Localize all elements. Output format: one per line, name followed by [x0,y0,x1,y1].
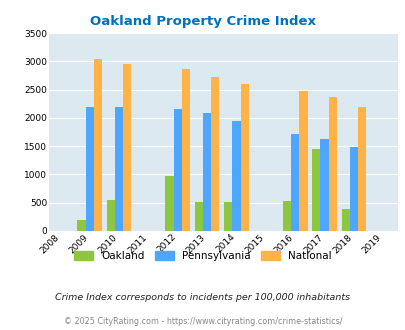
Bar [194,202,202,231]
Bar [181,69,190,231]
Bar [211,77,219,231]
Bar [107,200,115,231]
Bar [282,201,290,231]
Text: Oakland Property Crime Index: Oakland Property Crime Index [90,15,315,28]
Bar [123,64,131,231]
Bar [94,59,102,231]
Bar [85,107,94,231]
Bar [232,121,240,231]
Bar [328,97,336,231]
Bar [320,139,328,231]
Bar [77,220,85,231]
Bar [224,202,232,231]
Bar [349,147,357,231]
Text: Crime Index corresponds to incidents per 100,000 inhabitants: Crime Index corresponds to incidents per… [55,292,350,302]
Bar [290,134,298,231]
Text: © 2025 CityRating.com - https://www.cityrating.com/crime-statistics/: © 2025 CityRating.com - https://www.city… [64,317,341,326]
Bar [115,107,123,231]
Bar [298,91,307,231]
Bar [311,149,320,231]
Bar [173,109,181,231]
Bar [240,84,248,231]
Bar [357,107,365,231]
Bar [202,113,211,231]
Legend: Oakland, Pennsylvania, National: Oakland, Pennsylvania, National [71,248,334,264]
Bar [341,209,349,231]
Bar [165,176,173,231]
